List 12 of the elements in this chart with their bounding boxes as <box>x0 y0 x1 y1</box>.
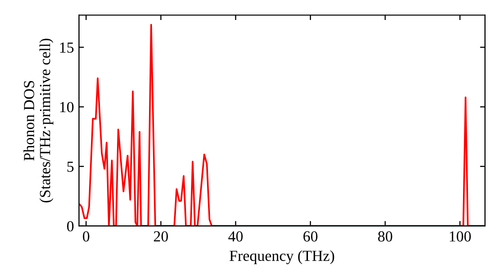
y-tick-label: 0 <box>67 221 74 232</box>
y-tick-label: 10 <box>60 102 74 112</box>
x-tick-label: 40 <box>228 231 243 242</box>
x-tick-label: 100 <box>450 231 471 242</box>
x-tick-label: 60 <box>303 231 318 242</box>
x-axis-title: Frequency (THz) <box>230 250 334 264</box>
x-tick-label: 20 <box>154 231 168 242</box>
y-axis-title: Phonon DOS (States/THz·primitive cell) <box>23 38 54 202</box>
x-tick-label: 0 <box>82 231 90 242</box>
x-tick-label: 80 <box>378 231 392 242</box>
y-tick-label: 15 <box>60 42 74 53</box>
y-tick-label: 5 <box>67 162 74 172</box>
